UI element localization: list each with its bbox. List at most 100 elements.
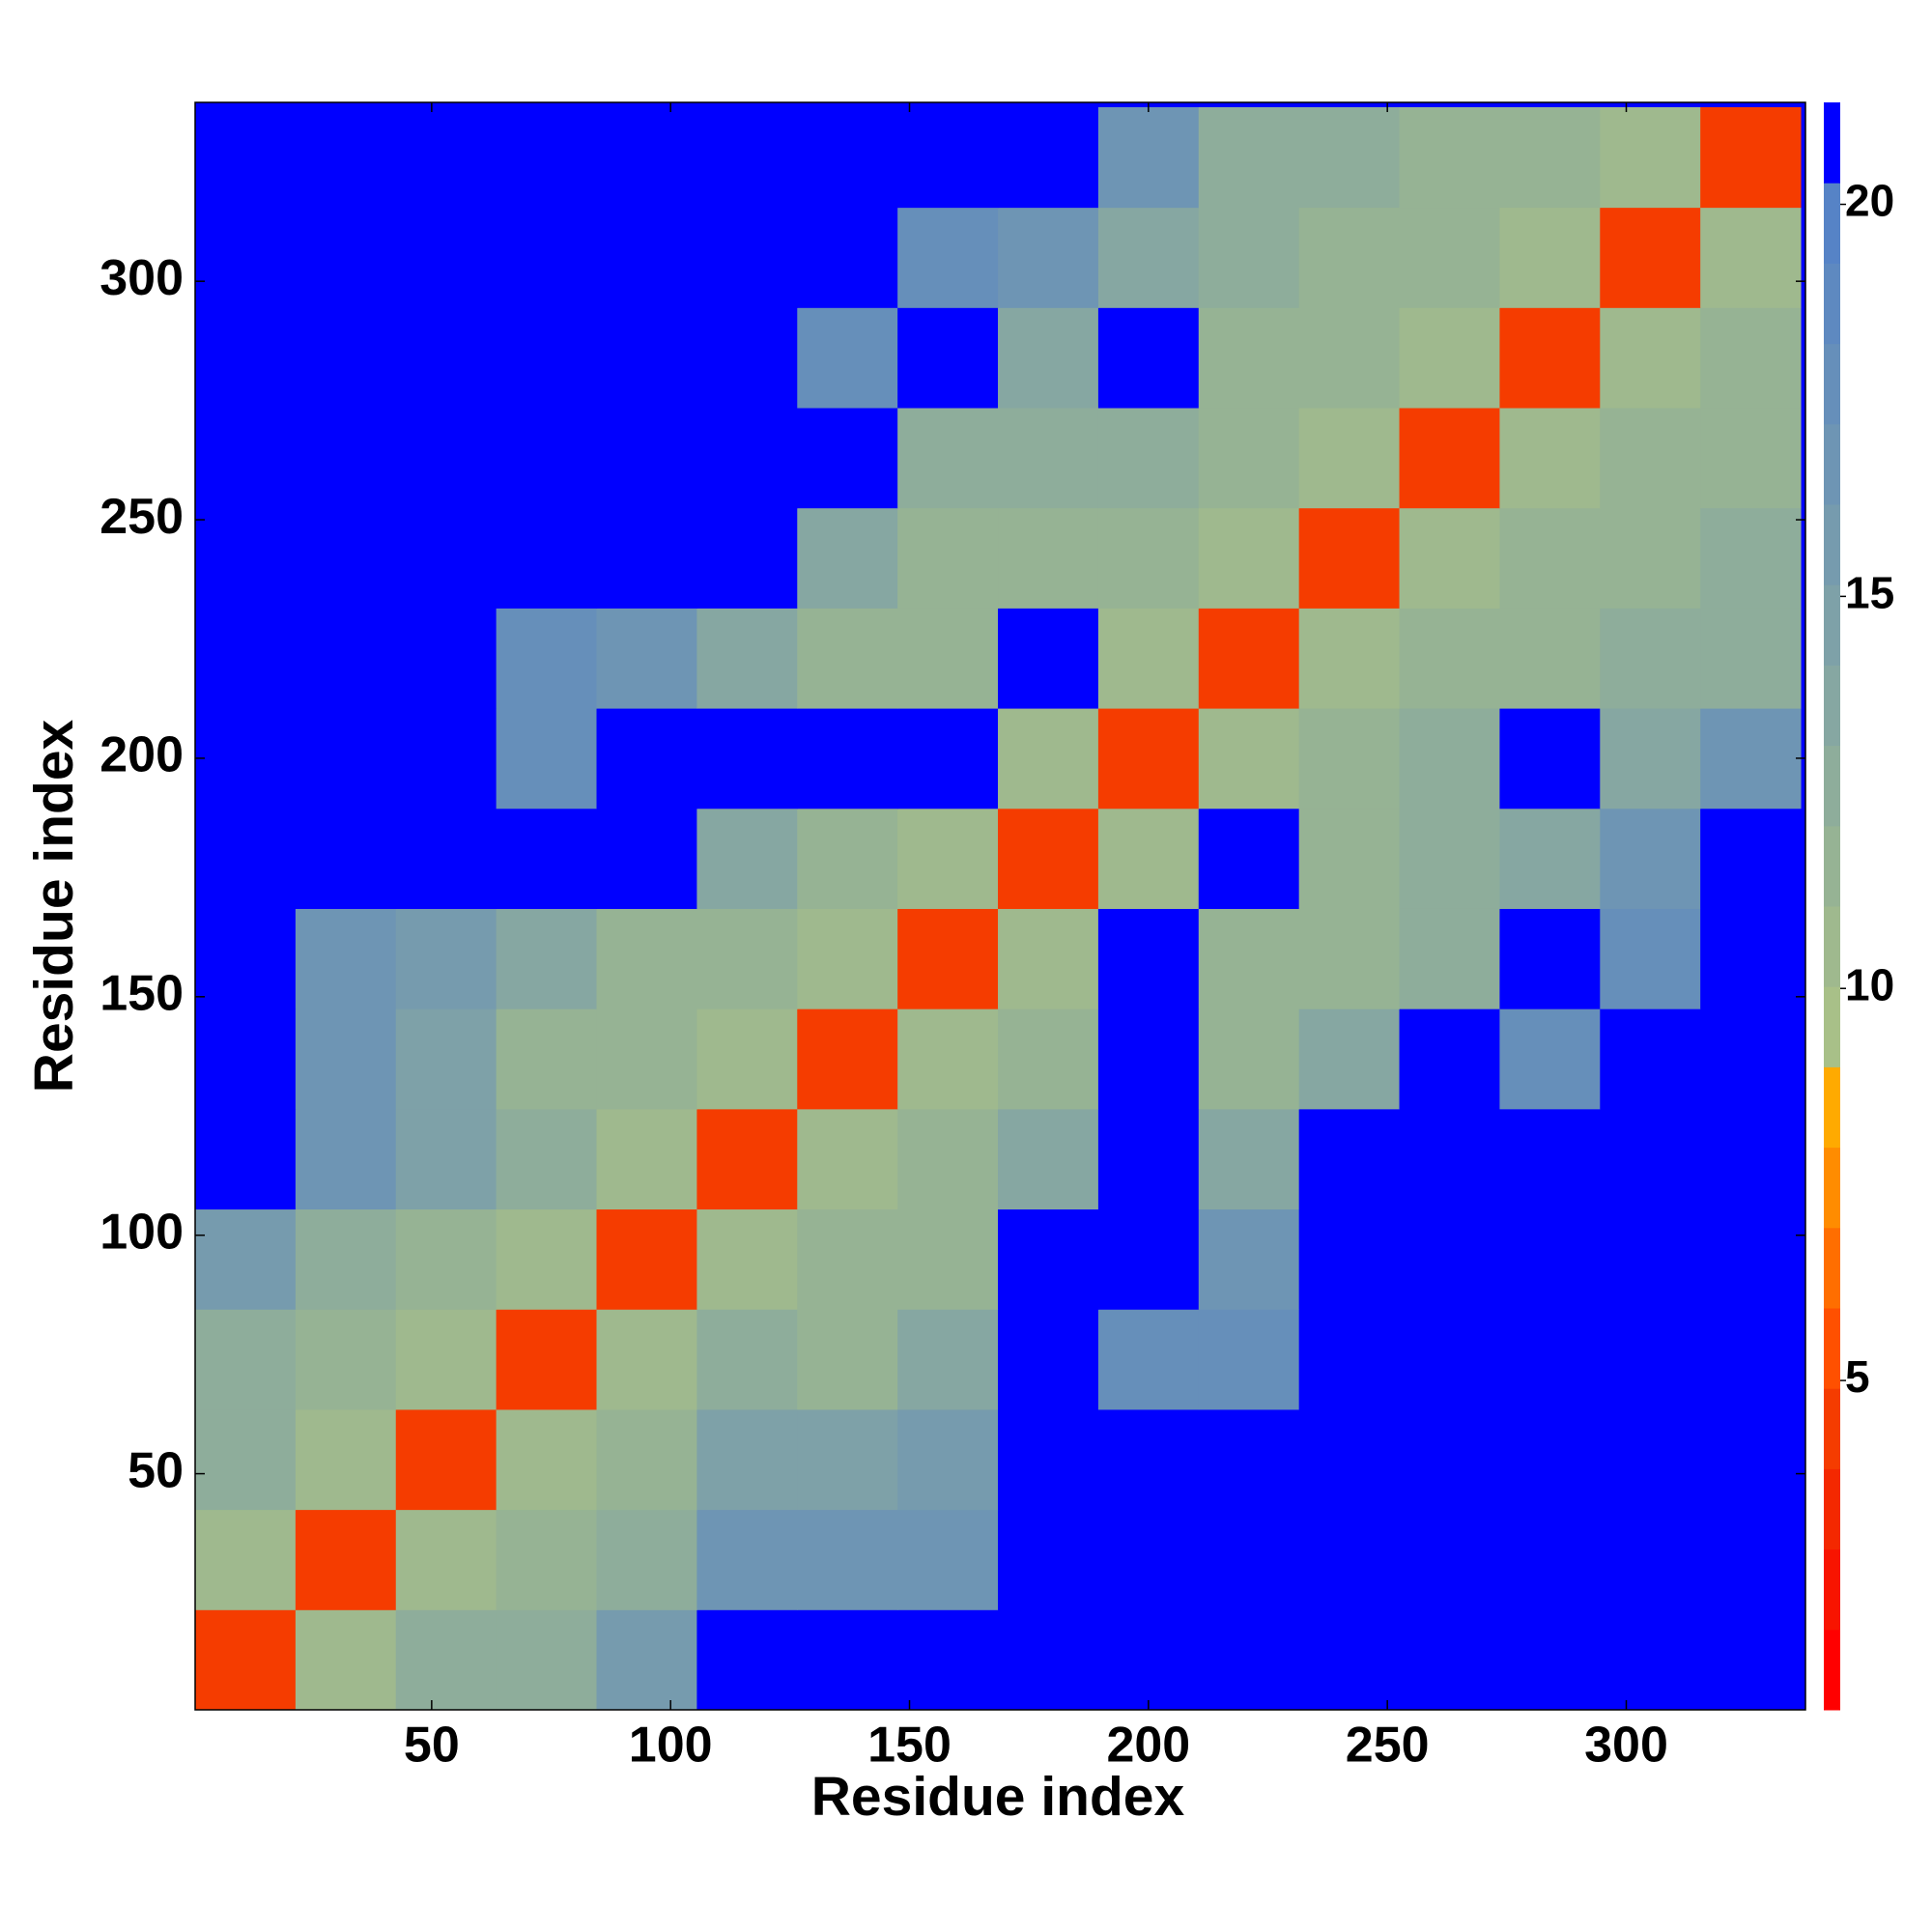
heat-cell <box>1198 1309 1300 1410</box>
heat-cell <box>295 1309 397 1410</box>
heat-cell <box>195 1309 297 1410</box>
heat-cell <box>1399 507 1500 609</box>
heat-cell <box>1097 106 1200 209</box>
heat-cell <box>1700 1609 1802 1711</box>
y-tick-label: 100 <box>99 1204 184 1260</box>
heat-cell <box>696 207 798 308</box>
heat-cell <box>395 307 497 409</box>
heat-cell <box>596 1309 697 1410</box>
heat-cell <box>395 1309 497 1410</box>
heat-cell <box>696 808 798 909</box>
heat-cell <box>1298 1408 1401 1511</box>
heat-cell <box>1298 908 1401 1009</box>
heat-cell <box>295 507 397 609</box>
heat-cell <box>1700 207 1802 308</box>
y-tick-label: 300 <box>99 250 184 306</box>
colorbar-level <box>1824 423 1840 505</box>
x-tick-label: 100 <box>629 1718 713 1774</box>
heat-cell <box>195 207 297 308</box>
heat-cell <box>1198 507 1300 609</box>
heat-cell <box>596 408 697 509</box>
heat-cell <box>998 207 1099 308</box>
heat-cell <box>596 507 697 609</box>
heat-cell <box>1097 908 1200 1009</box>
heat-cell <box>1097 207 1200 308</box>
heat-cell <box>295 1208 397 1310</box>
heat-cell <box>1198 908 1300 1009</box>
heat-cell <box>395 1609 497 1711</box>
heat-cell <box>1298 708 1401 810</box>
heat-cell <box>696 507 798 609</box>
colorbar-level <box>1824 1629 1840 1711</box>
heat-cell <box>696 1208 798 1310</box>
heat-cell <box>1198 708 1300 810</box>
heat-cell <box>696 106 798 209</box>
heat-cell <box>897 307 999 409</box>
heat-cell <box>295 1408 397 1511</box>
heat-cell <box>496 608 598 709</box>
heat-cell <box>1399 1208 1500 1310</box>
heat-cell <box>295 1609 397 1711</box>
heat-cell <box>1399 1408 1500 1511</box>
heat-cell <box>897 1309 999 1410</box>
heat-cell <box>897 908 999 1009</box>
heat-cell <box>395 507 497 609</box>
x-tick-label: 300 <box>1584 1718 1668 1774</box>
heat-cell <box>1298 207 1401 308</box>
heat-cell <box>395 106 497 209</box>
heat-cell <box>496 507 598 609</box>
heat-cell <box>295 1009 397 1110</box>
heat-cell <box>1298 106 1401 209</box>
heat-cell <box>395 1408 497 1511</box>
heat-cell <box>395 708 497 810</box>
heat-cell <box>1198 1609 1300 1711</box>
heat-cell <box>596 708 697 810</box>
heat-cell <box>797 507 898 609</box>
heat-cell <box>1399 808 1500 909</box>
heat-cell <box>1298 1208 1401 1310</box>
heat-cell <box>295 1509 397 1610</box>
heat-cell <box>1600 808 1701 909</box>
y-tick-label: 200 <box>99 727 184 783</box>
x-tick-label: 50 <box>404 1718 460 1774</box>
heat-cell <box>1298 1309 1401 1410</box>
heat-cell <box>395 908 497 1009</box>
heat-cell <box>1499 307 1601 409</box>
colorbar-level <box>1824 1548 1840 1631</box>
heat-cell <box>1298 808 1401 909</box>
heat-cell <box>998 1208 1099 1310</box>
colorbar-level <box>1824 745 1840 827</box>
heat-cell <box>1600 1009 1701 1110</box>
heat-cell <box>395 1208 497 1310</box>
heat-cell <box>897 1208 999 1310</box>
heat-cell <box>897 1408 999 1511</box>
heat-cell <box>1399 708 1500 810</box>
heat-cell <box>1097 1208 1200 1310</box>
heat-cell <box>797 708 898 810</box>
heat-cell <box>1097 1609 1200 1711</box>
heat-cell <box>696 408 798 509</box>
heat-cell <box>998 908 1099 1009</box>
heat-cell <box>496 1509 598 1610</box>
heat-cell <box>1399 1009 1500 1110</box>
heat-cell <box>998 1309 1099 1410</box>
heat-cell <box>1097 1009 1200 1110</box>
heat-cell <box>295 808 397 909</box>
heat-cell <box>496 1408 598 1511</box>
y-tick-label: 250 <box>99 489 184 545</box>
heat-cell <box>1499 507 1601 609</box>
heat-cell <box>998 608 1099 709</box>
heat-cell <box>395 1108 497 1210</box>
heat-cell <box>596 808 697 909</box>
heat-cell <box>696 908 798 1009</box>
heat-cell <box>1399 908 1500 1009</box>
heat-cell <box>797 908 898 1009</box>
heat-cell <box>496 1609 598 1711</box>
heat-cell <box>195 106 297 209</box>
heat-cell <box>1298 1009 1401 1110</box>
heat-cell <box>496 106 598 209</box>
heat-cell <box>596 1609 697 1711</box>
colorbar-level <box>1824 1066 1840 1149</box>
heat-cell <box>1499 1408 1601 1511</box>
heat-cell <box>1298 408 1401 509</box>
